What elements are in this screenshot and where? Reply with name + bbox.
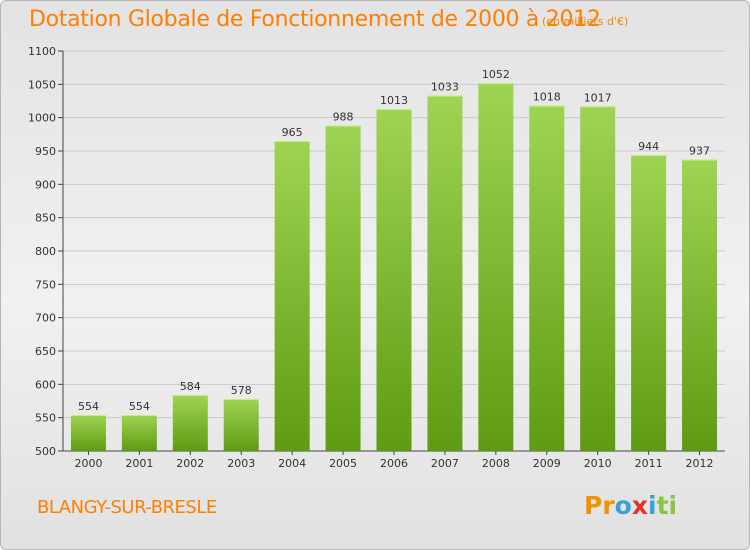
proxiti-logo: Proxiti [584, 491, 677, 520]
bar [427, 95, 463, 452]
y-tick-label: 1100 [28, 45, 56, 58]
x-tick-label: 2010 [584, 457, 612, 470]
y-tick-label: 1000 [28, 112, 56, 125]
x-tick-label: 2011 [635, 457, 663, 470]
data-label: 944 [638, 140, 659, 153]
data-label: 584 [180, 380, 201, 393]
logo-letter: x [631, 491, 648, 520]
x-tick-label: 2002 [176, 457, 204, 470]
data-label: 554 [129, 400, 150, 413]
y-tick-label: 900 [35, 178, 56, 191]
x-tick-label: 2005 [329, 457, 357, 470]
data-labels: 554 554 584 578 965 988 1013 1033 1052 1018 1017 94… [78, 68, 710, 413]
data-label: 578 [231, 384, 252, 397]
data-label: 988 [333, 111, 354, 124]
data-label: 965 [282, 126, 303, 139]
x-tick-label: 2001 [125, 457, 153, 470]
x-tick-label: 2012 [686, 457, 714, 470]
chart-title: Dotation Globale de Fonctionnement de 20… [29, 7, 601, 32]
data-label: 554 [78, 400, 99, 413]
bars [70, 83, 718, 452]
chart-subtitle: (en milliers d'€) [542, 15, 629, 28]
x-tick-label: 2003 [227, 457, 255, 470]
logo-letter: t [656, 491, 669, 520]
data-label: 1033 [431, 81, 459, 94]
y-tick-label: 800 [35, 245, 56, 258]
logo-letter: i [668, 491, 678, 520]
logo-letter: i [648, 491, 657, 520]
x-tick-label: 2008 [482, 457, 510, 470]
bar [325, 125, 361, 452]
logo-letter: P [584, 491, 603, 520]
y-tick-label: 850 [35, 212, 56, 225]
data-label: 1017 [584, 91, 612, 104]
x-tick-label: 2006 [380, 457, 408, 470]
logo-letter: r [602, 491, 615, 520]
x-tick-label: 2007 [431, 457, 459, 470]
data-label: 937 [689, 145, 710, 158]
data-label: 1018 [533, 91, 561, 104]
x-tick-label: 2009 [533, 457, 561, 470]
x-tick-label: 2004 [278, 457, 306, 470]
y-tick-label: 550 [35, 412, 56, 425]
bar [631, 155, 667, 451]
commune-name: BLANGY-SUR-BRESLE [37, 497, 217, 518]
x-tick-label: 2000 [74, 457, 102, 470]
y-tick-label: 1050 [28, 78, 56, 91]
bar [580, 106, 616, 451]
logo-letter: o [614, 491, 632, 520]
bar [376, 109, 412, 451]
bar [478, 83, 514, 451]
bar [682, 159, 718, 451]
y-tick-label: 750 [35, 278, 56, 291]
data-label: 1052 [482, 68, 510, 81]
bar [172, 395, 208, 451]
y-tick-label: 700 [35, 312, 56, 325]
bar [121, 415, 157, 451]
bar [70, 415, 106, 451]
bar [223, 399, 259, 451]
bar [274, 141, 310, 451]
data-label: 1013 [380, 94, 408, 107]
axes: 500 550 600 650 700 750 800 850 900 950 1000 1050 11… [28, 45, 725, 470]
y-tick-label: 650 [35, 345, 56, 358]
y-tick-label: 950 [35, 145, 56, 158]
y-tick-label: 500 [35, 445, 56, 458]
bar [529, 105, 565, 452]
y-tick-label: 600 [35, 378, 56, 391]
